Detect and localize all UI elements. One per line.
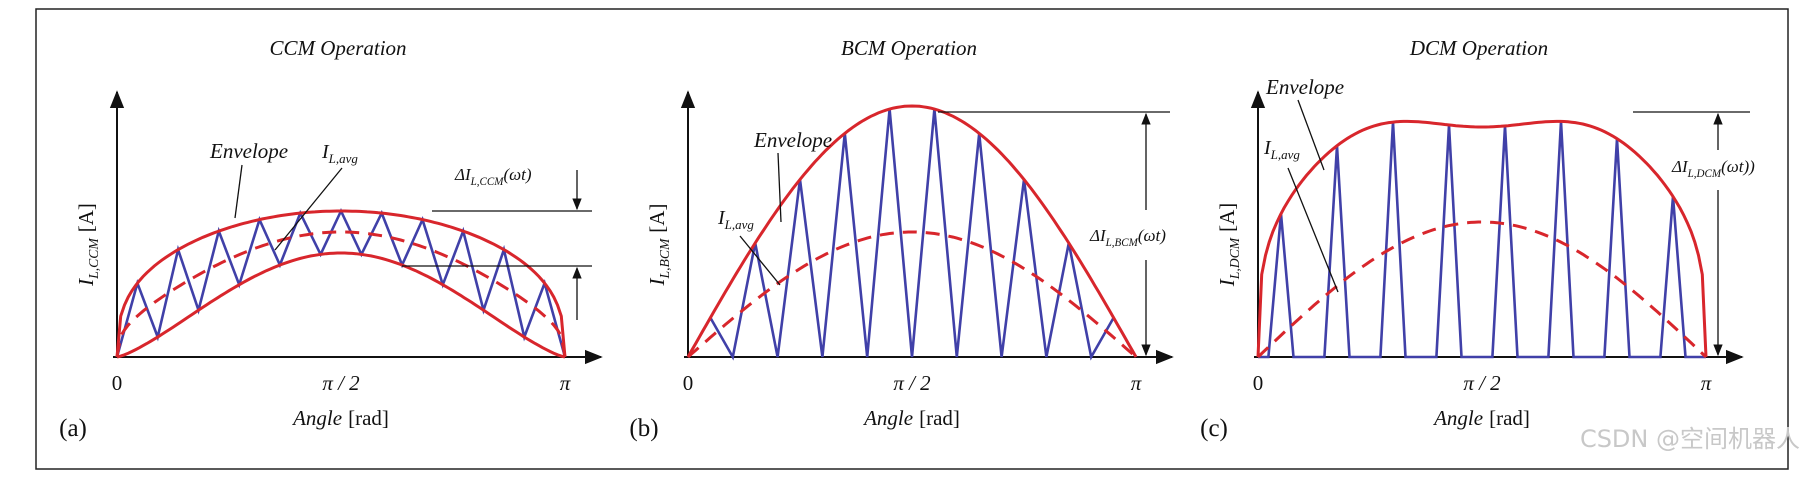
x-axis-label: Angle [rad] <box>291 406 389 430</box>
y-axis-label-main: I <box>1215 278 1239 287</box>
x-axis-label: Angle [rad] <box>862 406 960 430</box>
delta-label-tail: (ωt)) <box>1721 157 1755 176</box>
y-axis-label-sub: L,CCM <box>86 238 101 280</box>
y-axis-label: IL,BCM [A] <box>645 204 672 287</box>
delta-label: ΔIL,DCM(ωt)) <box>1671 157 1755 180</box>
y-axis-label-main: I <box>645 277 669 286</box>
envelope-curve <box>686 104 1138 358</box>
inductor-current <box>686 108 1138 361</box>
delta-label: ΔIL,BCM(ωt) <box>1089 226 1166 249</box>
avg-pointer <box>274 167 343 251</box>
inductor-current <box>1258 121 1706 359</box>
avg-label-main: I <box>717 207 726 229</box>
x-tick-label: 0 <box>112 371 123 395</box>
watermark: CSDN @空间机器人 <box>1580 425 1800 453</box>
x-tick-label: π / 2 <box>322 371 360 395</box>
delta-label-sub: L,BCM <box>1105 237 1139 249</box>
avg-label: IL,avg <box>717 207 754 232</box>
x-label-main: Angle <box>862 406 913 430</box>
envelope-curve <box>1256 119 1708 358</box>
avg-label-sub: L,avg <box>1270 147 1301 162</box>
envelope-label: Envelope <box>209 139 288 163</box>
delta-label-tail: (ωt) <box>504 165 532 184</box>
delta-label-sub: L,DCM <box>1687 168 1722 180</box>
avg-label-sub: L,avg <box>328 151 359 166</box>
x-label-unit: [rad] <box>348 406 389 430</box>
x-tick-label: π <box>1131 371 1142 395</box>
avg-label-sub: L,avg <box>724 217 755 232</box>
envelope-pointer <box>1297 99 1325 171</box>
avg-pointer <box>1287 167 1339 293</box>
average-curve <box>115 230 567 358</box>
avg-pointer <box>739 235 781 286</box>
panel-tag: (a) <box>59 415 87 442</box>
delta-label-sub: L,CCM <box>470 176 505 188</box>
y-axis-label-unit: [A] <box>645 204 669 233</box>
x-tick-label: π / 2 <box>1463 371 1501 395</box>
average-curve <box>687 230 1137 359</box>
avg-label-main: I <box>321 141 330 163</box>
delta-label: ΔIL,CCM(ωt) <box>454 165 532 188</box>
x-tick-label: π / 2 <box>893 371 931 395</box>
avg-label: IL,avg <box>1263 137 1300 162</box>
envelope-pointer <box>777 152 782 223</box>
y-axis-label: IL,CCM [A] <box>74 203 101 287</box>
frame <box>35 8 1789 470</box>
x-label-unit: [rad] <box>919 406 960 430</box>
y-axis-label-sub: L,BCM <box>657 238 672 279</box>
avg-label-main: I <box>1263 137 1272 159</box>
x-axis-label: Angle [rad] <box>1432 406 1530 430</box>
delta-label-main: ΔI <box>1671 157 1689 176</box>
x-tick-label: 0 <box>683 371 694 395</box>
panel-tag: (c) <box>1200 415 1228 442</box>
x-tick-label: 0 <box>1253 371 1264 395</box>
panel-title: BCM Operation <box>841 36 977 60</box>
lower-envelope <box>116 251 566 359</box>
x-label-main: Angle <box>291 406 342 430</box>
delta-label-main: ΔI <box>1089 226 1107 245</box>
x-label-main: Angle <box>1432 406 1483 430</box>
envelope-pointer <box>234 164 243 219</box>
average-curve <box>1256 220 1708 359</box>
x-tick-label: π <box>560 371 571 395</box>
delta-label-main: ΔI <box>454 165 472 184</box>
x-tick-label: π <box>1701 371 1712 395</box>
avg-label: IL,avg <box>321 141 358 166</box>
y-axis-label-unit: [A] <box>1215 203 1239 232</box>
y-axis-label: IL,DCM [A] <box>1215 203 1242 287</box>
envelope-label: Envelope <box>1265 75 1344 99</box>
panel-title: DCM Operation <box>1409 36 1548 60</box>
y-axis-label-unit: [A] <box>74 203 98 232</box>
x-label-unit: [rad] <box>1489 406 1530 430</box>
y-axis-label-sub: L,DCM <box>1227 237 1242 280</box>
panel-title: CCM Operation <box>269 36 406 60</box>
envelope-label: Envelope <box>753 128 832 152</box>
envelope-curve <box>115 209 567 358</box>
delta-label-tail: (ωt) <box>1138 226 1166 245</box>
y-axis-label-main: I <box>74 278 98 287</box>
panel-tag: (b) <box>629 415 658 442</box>
